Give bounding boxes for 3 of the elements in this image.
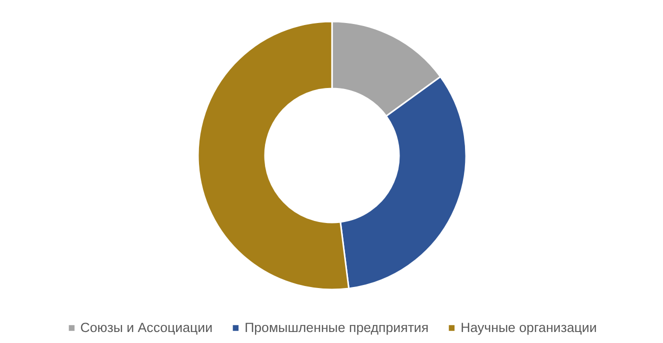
legend-label: Промышленные предприятия — [244, 320, 429, 335]
legend-label: Союзы и Ассоциации — [80, 320, 213, 335]
legend-label: Научные организации — [460, 320, 597, 335]
